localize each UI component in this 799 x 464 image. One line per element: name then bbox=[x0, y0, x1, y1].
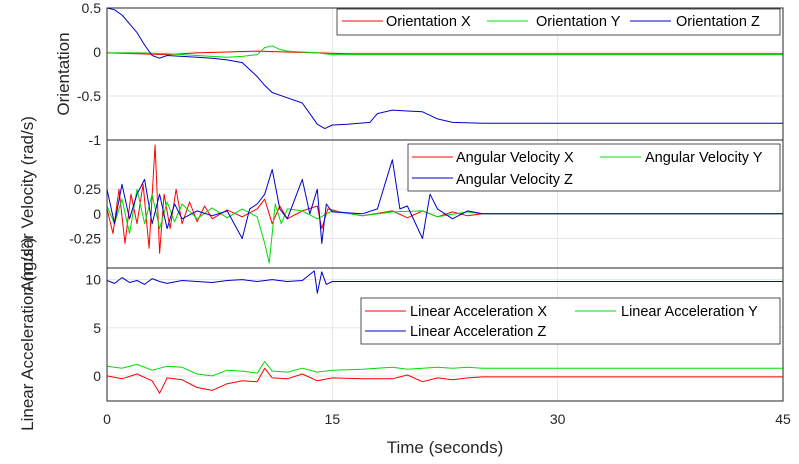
y-tick-label: 0 bbox=[93, 206, 101, 222]
legend-label-angular-velocity-z: Angular Velocity Z bbox=[456, 172, 573, 188]
linear-acceleration-lines bbox=[106, 270, 783, 394]
orientation-lines bbox=[106, 7, 783, 130]
linear-acceleration-y-ticks: 10 5 0 bbox=[85, 272, 101, 384]
y-tick-label: 10 bbox=[85, 272, 101, 288]
legend-label-angular-velocity-x: Angular Velocity X bbox=[456, 150, 574, 166]
legend-label-linear-acceleration-z: Linear Acceleration Z bbox=[410, 324, 546, 340]
linear-acceleration-gridlines bbox=[107, 268, 783, 401]
legend-label-orientation-z: Orientation Z bbox=[676, 14, 760, 30]
y-tick-label: 5 bbox=[93, 320, 101, 336]
series-line-linear-acceleration-y bbox=[106, 361, 783, 377]
orientation-legend: Orientation X Orientation Y Orientation … bbox=[336, 8, 781, 36]
linear-acceleration-legend-box bbox=[360, 297, 781, 345]
legend-label-orientation-y: Orientation Y bbox=[536, 14, 621, 30]
series-line-angular-velocity-y bbox=[106, 188, 783, 264]
angular-velocity-y-axis-label: Angular Velocity (rad/s) bbox=[18, 116, 37, 292]
x-tick-label: 30 bbox=[550, 411, 566, 427]
series-line-orientation-z bbox=[106, 7, 783, 130]
angular-velocity-legend-box bbox=[407, 143, 781, 192]
legend-label-orientation-x: Orientation X bbox=[386, 14, 471, 30]
angular-velocity-y-ticks: 0.25 0 -0.25 bbox=[69, 181, 101, 246]
x-tick-label: 45 bbox=[775, 411, 791, 427]
angular-velocity-legend: Angular Velocity X Angular Velocity Y An… bbox=[407, 143, 781, 192]
linear-acceleration-y-axis-label: Linear Acceleration (m/s²) bbox=[18, 237, 37, 431]
series-line-linear-acceleration-z bbox=[106, 270, 783, 294]
x-tick-label: 0 bbox=[103, 411, 111, 427]
x-tick-label: 15 bbox=[325, 411, 341, 427]
series-line-orientation-y bbox=[107, 45, 783, 58]
angular-velocity-lines bbox=[106, 144, 783, 264]
time-x-axis-label: Time (seconds) bbox=[387, 438, 504, 457]
legend-label-linear-acceleration-y: Linear Acceleration Y bbox=[621, 304, 758, 320]
y-tick-label: 0 bbox=[93, 368, 101, 384]
angular-velocity-panel: 0.25 0 -0.25 Angular Velocity (rad/s) Angu… bbox=[18, 116, 784, 292]
orientation-y-axis-label: Orientation bbox=[54, 32, 73, 115]
legend-label-angular-velocity-y: Angular Velocity Y bbox=[645, 150, 763, 166]
linear-acceleration-legend: Linear Acceleration X Linear Acceleratio… bbox=[360, 297, 781, 345]
legend-label-linear-acceleration-x: Linear Acceleration X bbox=[410, 304, 547, 320]
linear-acceleration-axes-box bbox=[106, 267, 784, 402]
y-tick-label: 0.5 bbox=[82, 0, 102, 16]
orientation-panel: 0.5 0 -0.5 -1 Orientation Orientation X Ori… bbox=[54, 0, 784, 148]
series-line-linear-acceleration-x bbox=[106, 367, 783, 394]
y-tick-label: 0.25 bbox=[74, 181, 101, 197]
y-tick-label: -0.5 bbox=[77, 88, 101, 104]
orientation-legend-box bbox=[336, 8, 781, 36]
y-tick-label: -0.25 bbox=[69, 230, 101, 246]
y-tick-label: -1 bbox=[89, 132, 102, 148]
y-tick-label: 0 bbox=[93, 44, 101, 60]
time-x-ticks: 0 15 30 45 bbox=[103, 411, 791, 427]
series-line-angular-velocity-x bbox=[106, 144, 783, 254]
orientation-y-ticks: 0.5 0 -0.5 -1 bbox=[77, 0, 101, 148]
series-line-angular-velocity-z bbox=[106, 159, 783, 244]
